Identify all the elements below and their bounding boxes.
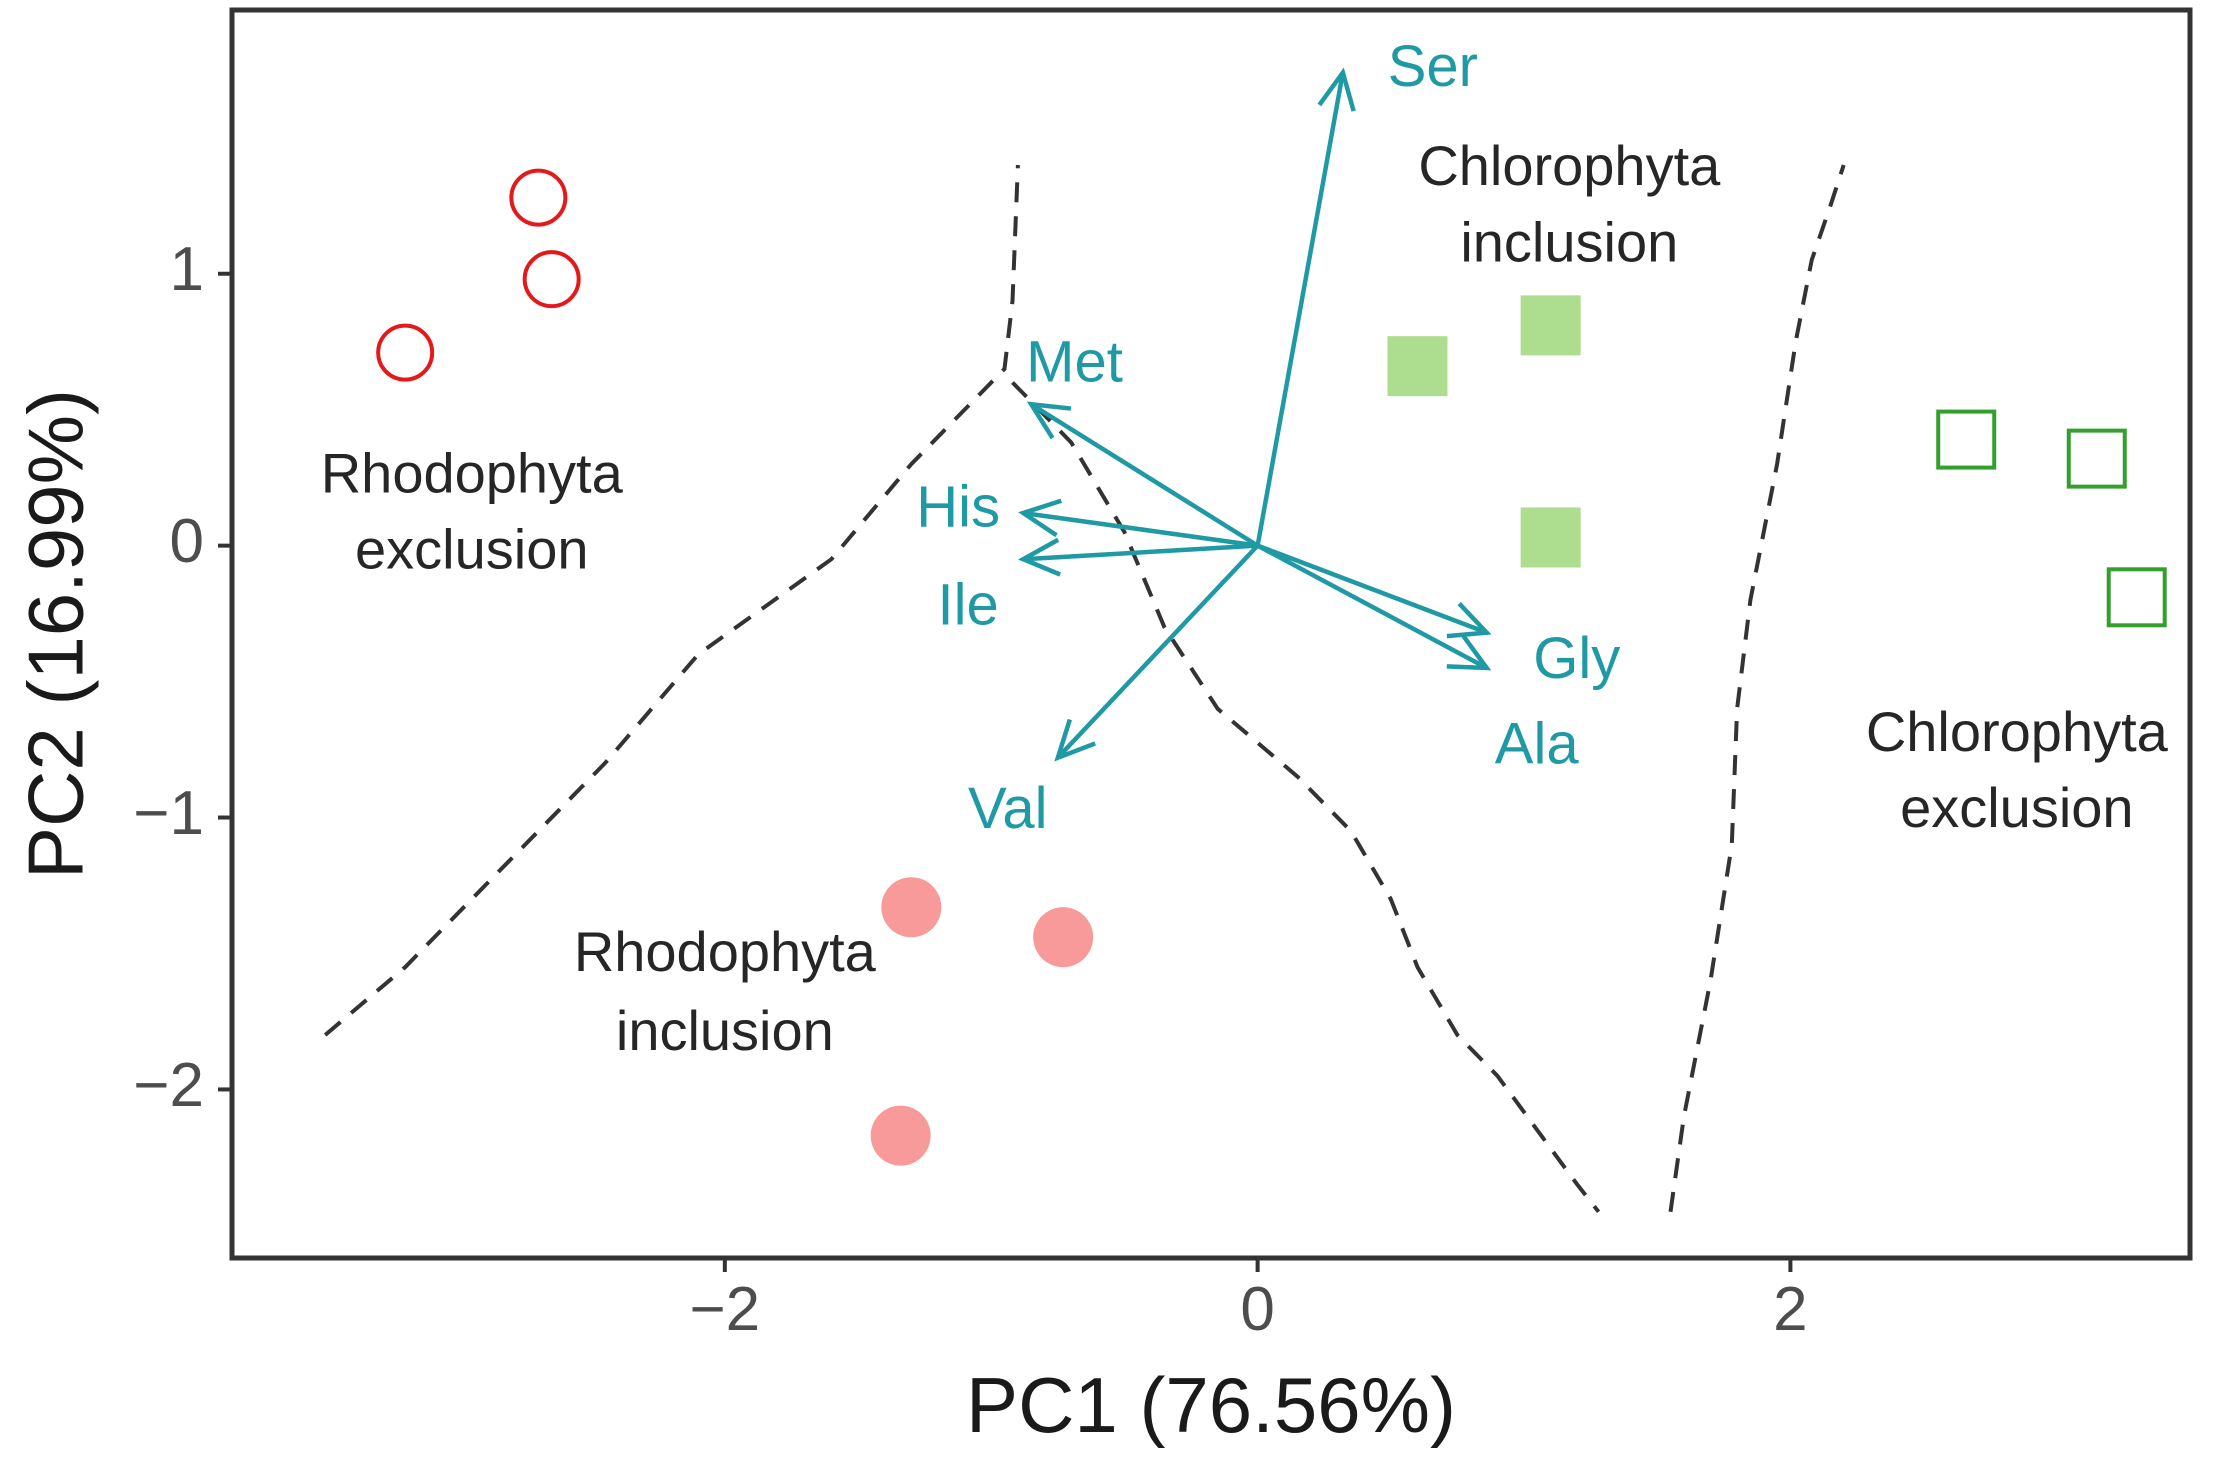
loading-label-met: Met [1026,330,1123,395]
x-tick-label-1: 0 [1240,1275,1274,1344]
group-label-4: inclusion [616,999,834,1062]
loading-arrowhead-ser [1317,67,1356,112]
y-axis-title: PC2 (16.99%) [12,389,100,879]
loading-arrow-met [1029,402,1259,548]
loading-arrowhead-gly [1446,602,1492,639]
x-tick-label-0: −2 [689,1275,760,1344]
chlorophyta-exclusion-point-2 [2066,428,2127,489]
loading-vectors: Ser Met His Ile Gly Ala Val [916,34,1620,841]
group-label-3: Rhodophyta [574,920,877,983]
plot-panel-border [229,7,2193,1261]
boundary-line-right [1668,164,1846,1213]
loading-arrow-ala [1256,543,1488,670]
rhodophyta-exclusion-point-1 [376,323,435,382]
loading-arrow-his [1022,510,1258,548]
group-label-8: exclusion [1900,776,2133,839]
loading-label-ser: Ser [1388,34,1478,99]
group-label-1: Rhodophyta [321,441,624,504]
y-tick-label-0: −2 [133,1051,204,1120]
loading-arrowhead-ala [1446,634,1492,671]
rhodophyta-inclusion-point-3 [870,1105,931,1166]
group-label-2: exclusion [355,518,588,581]
axis-ticks: −2 0 2 −2 −1 0 1 [133,235,1807,1344]
boundary-line-middle [1011,381,1601,1214]
group-annotations: Rhodophyta exclusion Rhodophyta inclusion Ch… [321,134,2169,1062]
rhodophyta-exclusion-point-3 [522,250,581,309]
loading-label-ala: Ala [1495,711,1580,776]
chlorophyta-exclusion-point-3 [2106,567,2167,628]
chlorophyta-inclusion-point-3 [1520,507,1581,568]
data-points [376,168,2167,1166]
loading-arrowhead-his [1018,498,1062,538]
loading-arrow-ser [1255,72,1346,547]
loading-arrow-gly [1256,543,1488,635]
y-tick-label-2: 0 [170,507,204,576]
loading-label-gly: Gly [1533,626,1620,691]
rhodophyta-inclusion-point-1 [881,877,942,938]
loading-arrow-val [1056,544,1260,760]
y-tick-label-3: 1 [170,235,204,304]
x-tick-label-2: 2 [1773,1275,1807,1344]
chlorophyta-inclusion-point-2 [1520,295,1581,356]
loading-label-val: Val [968,776,1048,841]
loading-arrowhead-val [1054,718,1096,762]
loading-label-his: His [916,474,1000,539]
rhodophyta-exclusion-point-2 [509,168,568,227]
x-axis-title: PC1 (76.56%) [966,1361,1456,1449]
chlorophyta-exclusion-point-1 [1936,409,1997,470]
boundary-lines [323,164,1846,1214]
group-label-7: Chlorophyta [1866,700,2169,763]
boundary-line-left [323,164,1020,1037]
group-label-6: inclusion [1460,210,1678,273]
y-tick-label-1: −1 [133,779,204,848]
group-label-5: Chlorophyta [1418,134,1721,197]
loading-arrowhead-met [1026,401,1072,440]
rhodophyta-inclusion-point-2 [1033,907,1094,968]
loading-label-ile: Ile [938,573,999,638]
loading-arrow-ile [1023,543,1258,562]
loading-arrowhead-ile [1018,537,1062,577]
chlorophyta-inclusion-point-1 [1387,336,1448,397]
